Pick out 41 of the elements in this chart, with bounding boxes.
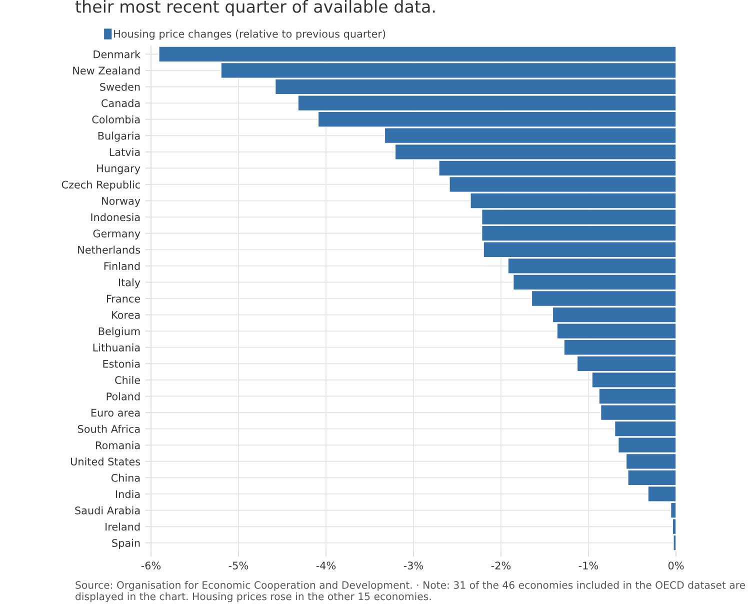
y-tick-label: Colombia bbox=[92, 115, 140, 124]
y-tick-label: Korea bbox=[112, 311, 140, 319]
y-tick-label: Hungary bbox=[97, 164, 140, 174]
y-tick-label: Ireland bbox=[106, 522, 140, 531]
y-tick-label: Denmark bbox=[94, 50, 141, 58]
y-tick-label: Estonia bbox=[103, 360, 140, 368]
y-tick-label: Indonesia bbox=[91, 213, 140, 222]
y-tick-label: Sweden bbox=[100, 82, 140, 91]
y-tick-label: China bbox=[111, 474, 140, 482]
y-tick-label: New Zealand bbox=[73, 66, 140, 75]
y-tick-label: Italy bbox=[119, 278, 140, 288]
y-tick-label: United States bbox=[70, 457, 140, 466]
x-tick-label: -1% bbox=[578, 562, 598, 570]
x-tick-label: -5% bbox=[228, 562, 248, 570]
y-tick-label: Belgium bbox=[98, 327, 140, 338]
x-tick-label: -2% bbox=[491, 562, 511, 570]
y-tick-label: Spain bbox=[112, 538, 140, 549]
y-tick-label: Latvia bbox=[110, 148, 140, 156]
y-tick-label: France bbox=[106, 294, 140, 303]
y-tick-label: Romania bbox=[96, 441, 140, 450]
y-tick-label: Norway bbox=[102, 197, 140, 207]
y-tick-label: Euro area bbox=[91, 408, 140, 417]
y-tick-label: Czech Republic bbox=[62, 180, 140, 191]
x-tick-label: -4% bbox=[316, 562, 336, 570]
y-tick-label: South Africa bbox=[78, 424, 140, 433]
source-note: Source: Organisation for Economic Cooperation and Development. · Note: 31 of the 46 economies included in the OECD dataset are displayed in the chart. Housing prices rose in the other 15 economies. bbox=[76, 581, 746, 602]
legend-label: Housing price changes (relative to previous quarter) bbox=[114, 30, 386, 40]
y-tick-label: Finland bbox=[104, 262, 140, 270]
x-tick-label: 0% bbox=[668, 562, 684, 570]
x-tick-label: -3% bbox=[404, 562, 424, 570]
y-tick-label: Poland bbox=[106, 392, 140, 400]
y-tick-label: India bbox=[116, 490, 140, 498]
y-tick-label: Netherlands bbox=[78, 246, 140, 254]
y-tick-label: Bulgaria bbox=[98, 132, 140, 142]
chart-subtitle: their most recent quarter of available data. bbox=[75, 0, 435, 16]
x-tick-label: -6% bbox=[141, 562, 161, 570]
y-tick-label: Lithuania bbox=[93, 343, 140, 352]
y-tick-label: Chile bbox=[115, 376, 140, 384]
y-tick-label: Saudi Arabia bbox=[75, 506, 140, 514]
y-tick-label: Germany bbox=[93, 230, 140, 240]
y-tick-label: Canada bbox=[102, 99, 140, 108]
